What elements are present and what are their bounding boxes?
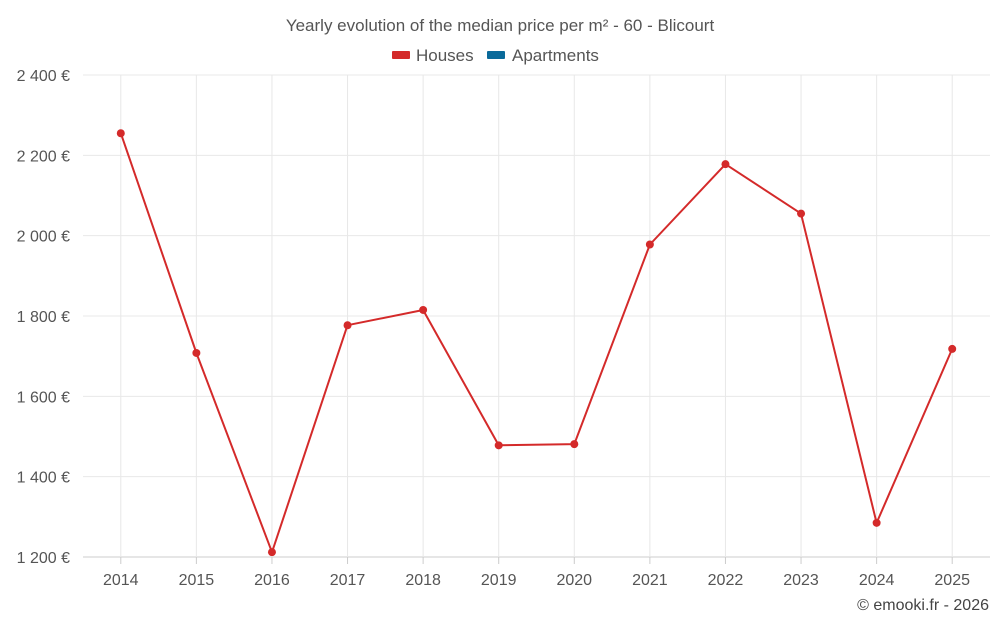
x-tick-label: 2019	[481, 572, 517, 589]
legend-swatch-houses	[392, 51, 410, 59]
legend-item-houses[interactable]: Houses	[392, 46, 474, 65]
legend-label-apartments: Apartments	[512, 46, 599, 65]
y-gridlines	[83, 74, 990, 558]
data-point-houses-2016[interactable]	[267, 548, 276, 557]
data-point-houses-2021[interactable]	[645, 240, 654, 249]
data-point-houses-2023[interactable]	[797, 209, 806, 218]
data-point-houses-2022[interactable]	[721, 160, 730, 169]
data-point-houses-2014[interactable]	[116, 129, 125, 138]
y-tick-label: 2 200 €	[17, 148, 70, 165]
x-tick-label: 2022	[708, 572, 744, 589]
x-tick-label: 2021	[632, 572, 668, 589]
y-tick-label: 2 400 €	[17, 68, 70, 85]
y-tick-label: 1 600 €	[17, 389, 70, 406]
y-tick-label: 2 000 €	[17, 229, 70, 246]
x-tick-label: 2015	[179, 572, 215, 589]
x-tick-label: 2018	[405, 572, 441, 589]
x-axis: 2014 2015 2016 2017 2018 2019 2020 2021 2022 2023…	[103, 572, 970, 589]
data-point-houses-2025[interactable]	[948, 344, 957, 353]
y-tick-label: 1 400 €	[17, 470, 70, 487]
x-tick-label: 2024	[859, 572, 895, 589]
x-tick-label: 2025	[934, 572, 970, 589]
series-houses	[116, 129, 957, 557]
credit-text: © emooki.fr - 2026	[857, 597, 989, 614]
y-tick-label: 1 200 €	[17, 550, 70, 567]
data-point-houses-2020[interactable]	[570, 440, 579, 449]
legend-label-houses: Houses	[416, 46, 474, 65]
legend-item-apartments[interactable]: Apartments	[487, 46, 599, 65]
y-tick-label: 1 800 €	[17, 309, 70, 326]
x-tick-label: 2023	[783, 572, 819, 589]
y-axis: 1 200 € 1 400 € 1 600 € 1 800 € 2 000 € 2 200…	[17, 68, 70, 567]
data-point-houses-2019[interactable]	[494, 441, 503, 450]
legend: Houses Apartments	[392, 46, 599, 65]
legend-swatch-apartments	[487, 51, 505, 59]
data-point-houses-2015[interactable]	[192, 348, 201, 357]
x-gridlines	[120, 75, 953, 564]
data-point-houses-2024[interactable]	[872, 518, 881, 527]
series-line-houses	[119, 132, 954, 554]
x-tick-label: 2017	[330, 572, 366, 589]
x-tick-label: 2014	[103, 572, 139, 589]
chart-title: Yearly evolution of the median price per…	[286, 16, 715, 35]
x-tick-label: 2020	[556, 572, 592, 589]
data-point-houses-2017[interactable]	[343, 321, 352, 330]
data-point-houses-2018[interactable]	[419, 305, 428, 314]
x-tick-label: 2016	[254, 572, 290, 589]
